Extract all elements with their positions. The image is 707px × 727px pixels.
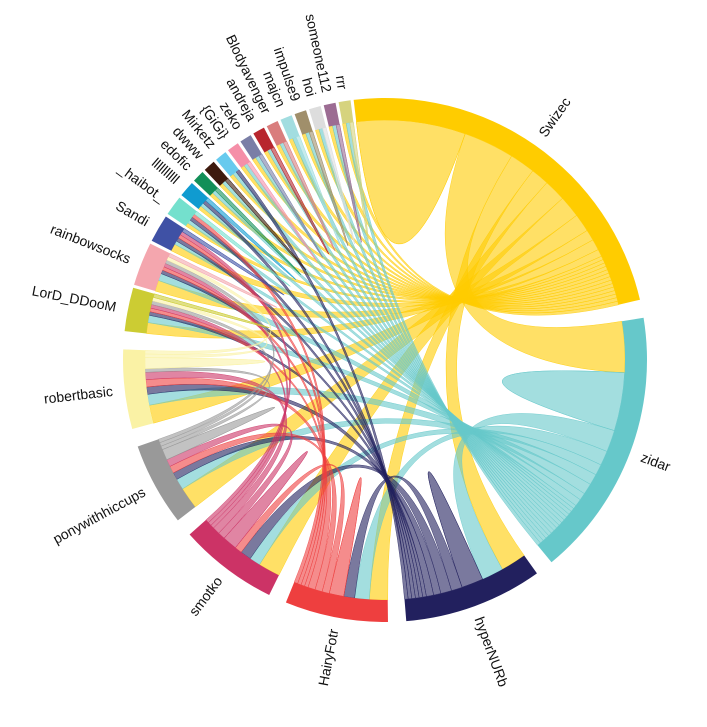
- arc-impulse9[interactable]: [294, 110, 313, 135]
- arc-mirketz[interactable]: [216, 152, 239, 177]
- ribbon-zidar-zidar: [502, 370, 625, 431]
- ribbon-someone112-someone112: [335, 124, 362, 243]
- arc-dwww[interactable]: [204, 161, 229, 186]
- label-ponywithhiccups: ponywithhiccups: [50, 484, 148, 547]
- group-arcs: [123, 97, 648, 622]
- ribbon-edofic-edofic: [214, 187, 301, 275]
- ribbon-haibot-haibot: [194, 210, 291, 287]
- label-rrr: rrr: [333, 74, 351, 91]
- ribbon-zidar-rrr: [345, 122, 541, 546]
- label-hypernurb: hyperNURb: [472, 615, 512, 689]
- arc-lord_ddoom[interactable]: [124, 287, 155, 334]
- arc-rrr[interactable]: [338, 100, 354, 124]
- ribbon-ponywithhiccups-lord_ddoom: [151, 300, 272, 447]
- ribbon-bars-bars: [205, 197, 297, 280]
- arc-rainbowsocks[interactable]: [134, 243, 170, 292]
- arc-andreja[interactable]: [253, 127, 275, 153]
- label-sandi: Sandi: [113, 197, 152, 229]
- arc-majcn[interactable]: [280, 115, 300, 140]
- arc-hoi[interactable]: [309, 106, 327, 131]
- ribbon-robertbasic-robertbasic: [144, 357, 266, 369]
- arc-swizec[interactable]: [353, 97, 640, 305]
- label-smotko: smotko: [185, 573, 225, 619]
- arc-smotko[interactable]: [189, 519, 279, 596]
- ribbon-robertbasic-rainbowsocks: [144, 256, 272, 355]
- arc-zidar[interactable]: [537, 317, 648, 563]
- arc-blodyavenger[interactable]: [266, 121, 287, 146]
- ribbon-majcn-majcn: [295, 135, 342, 249]
- arc-haibot[interactable]: [167, 197, 197, 227]
- ribbon-robertbasic-lord_ddoom: [144, 297, 268, 358]
- label-hoi: hoi: [299, 76, 319, 98]
- arc-robertbasic[interactable]: [123, 349, 154, 430]
- ribbon-hairyfotr-smotko: [235, 464, 345, 594]
- label-lord_ddoom: LorD_DDooM: [31, 282, 118, 314]
- arc-ponywithhiccups[interactable]: [137, 439, 196, 521]
- arc-bars[interactable]: [181, 182, 209, 209]
- ribbon-hairyfotr-haibot: [191, 213, 326, 584]
- arc-someone112[interactable]: [323, 102, 340, 127]
- chord-ribbons: [144, 119, 626, 601]
- arc-zeko[interactable]: [240, 135, 262, 160]
- label-hairyfotr: HairyFotr: [315, 627, 342, 687]
- arc-gigi[interactable]: [227, 143, 251, 168]
- arc-sandi[interactable]: [151, 216, 185, 251]
- label-robertbasic: robertbasic: [43, 383, 114, 407]
- ribbon-andreja-andreja: [270, 146, 329, 255]
- arc-hairyfotr[interactable]: [285, 582, 388, 622]
- arc-hypernurb[interactable]: [404, 555, 537, 622]
- label-zidar: zidar: [639, 449, 673, 475]
- label-swizec: Swizec: [535, 94, 574, 140]
- label-rainbowsocks: rainbowsocks: [48, 221, 133, 267]
- arc-edofic[interactable]: [194, 172, 218, 196]
